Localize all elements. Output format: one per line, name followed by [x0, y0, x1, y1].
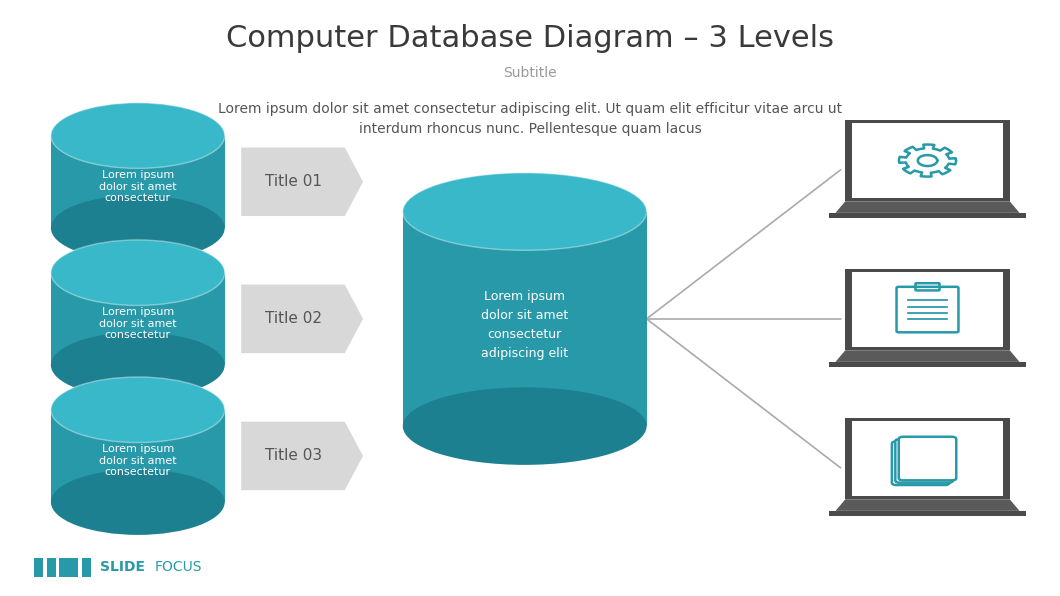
Text: Title 03: Title 03 — [265, 448, 322, 464]
Ellipse shape — [51, 240, 225, 306]
Bar — [82, 558, 91, 577]
Bar — [846, 120, 1010, 201]
Ellipse shape — [51, 377, 225, 442]
Text: Subtitle: Subtitle — [504, 66, 556, 80]
Text: FOCUS: FOCUS — [155, 560, 202, 575]
Bar — [851, 272, 1004, 347]
Bar — [846, 269, 1010, 350]
Bar — [829, 213, 1026, 218]
Text: Lorem ipsum
dolor sit amet
consectetur: Lorem ipsum dolor sit amet consectetur — [99, 170, 177, 203]
Ellipse shape — [51, 470, 225, 535]
Bar — [851, 421, 1004, 496]
Bar — [829, 362, 1026, 367]
Text: Lorem ipsum
dolor sit amet
consectetur
adipiscing elit: Lorem ipsum dolor sit amet consectetur a… — [481, 290, 568, 360]
Polygon shape — [51, 136, 225, 228]
Bar — [59, 558, 78, 577]
Ellipse shape — [403, 387, 647, 465]
Bar — [851, 123, 1004, 198]
Text: SLIDE: SLIDE — [100, 560, 144, 575]
Bar — [846, 418, 1010, 499]
Text: Lorem ipsum
dolor sit amet
consectetur: Lorem ipsum dolor sit amet consectetur — [99, 444, 177, 477]
Ellipse shape — [403, 173, 647, 250]
Bar — [829, 511, 1026, 516]
Text: Title 02: Title 02 — [265, 311, 322, 327]
Text: Computer Database Diagram – 3 Levels: Computer Database Diagram – 3 Levels — [226, 24, 834, 53]
Ellipse shape — [51, 333, 225, 398]
Ellipse shape — [51, 103, 225, 168]
Bar — [34, 558, 43, 577]
Text: Lorem ipsum
dolor sit amet
consectetur: Lorem ipsum dolor sit amet consectetur — [99, 307, 177, 340]
Polygon shape — [835, 201, 1020, 213]
Polygon shape — [241, 284, 363, 353]
Ellipse shape — [51, 195, 225, 261]
FancyBboxPatch shape — [896, 439, 953, 483]
Polygon shape — [241, 422, 363, 490]
Polygon shape — [51, 273, 225, 365]
FancyBboxPatch shape — [891, 442, 950, 485]
FancyBboxPatch shape — [899, 437, 956, 480]
Polygon shape — [835, 350, 1020, 362]
Polygon shape — [241, 148, 363, 216]
Bar — [47, 558, 56, 577]
Text: Title 01: Title 01 — [265, 174, 322, 190]
Polygon shape — [403, 212, 647, 426]
Polygon shape — [835, 499, 1020, 511]
Text: Lorem ipsum dolor sit amet consectetur adipiscing elit. Ut quam elit efficitur v: Lorem ipsum dolor sit amet consectetur a… — [218, 103, 842, 136]
Polygon shape — [51, 410, 225, 502]
